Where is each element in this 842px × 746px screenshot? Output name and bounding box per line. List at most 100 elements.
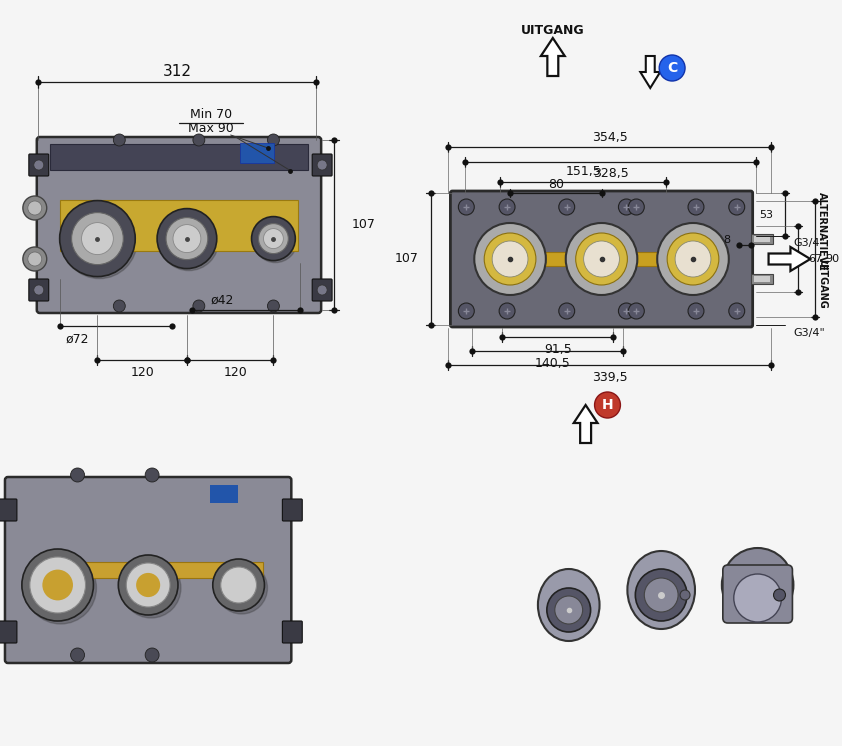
FancyBboxPatch shape — [29, 279, 49, 301]
Circle shape — [555, 596, 583, 624]
Text: 328,5: 328,5 — [593, 166, 628, 180]
Text: Max 90: Max 90 — [188, 122, 234, 134]
Text: 67: 67 — [808, 254, 823, 264]
FancyBboxPatch shape — [5, 477, 291, 663]
Circle shape — [126, 563, 170, 607]
Text: 339,5: 339,5 — [592, 371, 627, 383]
Circle shape — [584, 241, 620, 277]
Text: 90: 90 — [825, 254, 839, 264]
Text: 91,5: 91,5 — [544, 342, 572, 356]
Text: H: H — [602, 398, 613, 412]
Circle shape — [252, 216, 296, 260]
Circle shape — [499, 303, 515, 319]
Circle shape — [23, 247, 46, 271]
Circle shape — [193, 300, 205, 312]
Circle shape — [659, 55, 685, 81]
Circle shape — [644, 578, 678, 612]
Ellipse shape — [722, 548, 793, 622]
Circle shape — [121, 558, 181, 618]
Circle shape — [576, 233, 627, 285]
Circle shape — [60, 201, 136, 277]
Circle shape — [594, 392, 621, 418]
Circle shape — [264, 228, 284, 248]
Circle shape — [268, 134, 280, 146]
Circle shape — [474, 223, 546, 295]
Bar — [33, 562, 264, 578]
FancyBboxPatch shape — [29, 154, 49, 176]
Circle shape — [618, 199, 634, 215]
Polygon shape — [769, 247, 810, 271]
FancyBboxPatch shape — [282, 621, 302, 643]
Circle shape — [729, 199, 744, 215]
Text: 107: 107 — [352, 219, 376, 231]
Bar — [754, 236, 770, 242]
Text: G3/4": G3/4" — [793, 238, 825, 248]
Bar — [60, 199, 298, 251]
Circle shape — [628, 303, 644, 319]
Circle shape — [216, 562, 268, 614]
Polygon shape — [573, 405, 598, 443]
Bar — [751, 274, 773, 284]
Circle shape — [774, 589, 786, 601]
Circle shape — [688, 199, 704, 215]
Circle shape — [173, 225, 201, 253]
Circle shape — [675, 241, 711, 277]
Circle shape — [458, 303, 474, 319]
Circle shape — [258, 224, 288, 254]
Text: 140,5: 140,5 — [535, 357, 571, 369]
FancyBboxPatch shape — [282, 499, 302, 521]
Circle shape — [317, 285, 327, 295]
FancyBboxPatch shape — [0, 621, 17, 643]
FancyBboxPatch shape — [37, 137, 321, 313]
FancyBboxPatch shape — [722, 565, 792, 623]
Bar — [240, 143, 274, 163]
Ellipse shape — [627, 551, 695, 629]
Circle shape — [145, 468, 159, 482]
Bar — [210, 485, 238, 503]
Circle shape — [34, 285, 44, 295]
Text: 151,5: 151,5 — [565, 166, 601, 178]
Text: G3/4": G3/4" — [793, 328, 825, 338]
Circle shape — [618, 303, 634, 319]
Text: C: C — [667, 61, 677, 75]
Circle shape — [733, 574, 781, 622]
Bar — [500, 252, 703, 266]
Bar — [50, 144, 308, 169]
Text: ø72: ø72 — [66, 333, 89, 345]
Text: 53: 53 — [759, 210, 774, 219]
FancyBboxPatch shape — [0, 499, 17, 521]
Circle shape — [566, 223, 637, 295]
Text: UITGANG: UITGANG — [521, 24, 584, 37]
Circle shape — [546, 588, 590, 632]
Circle shape — [114, 134, 125, 146]
Circle shape — [61, 203, 137, 278]
Text: 120: 120 — [131, 366, 154, 380]
Circle shape — [253, 219, 297, 263]
Circle shape — [22, 549, 93, 621]
Circle shape — [159, 210, 219, 271]
FancyBboxPatch shape — [312, 154, 332, 176]
Circle shape — [145, 648, 159, 662]
FancyBboxPatch shape — [312, 279, 332, 301]
Circle shape — [268, 300, 280, 312]
Bar — [754, 276, 770, 282]
Circle shape — [28, 252, 42, 266]
Circle shape — [499, 199, 515, 215]
Circle shape — [166, 218, 208, 260]
Circle shape — [729, 303, 744, 319]
Circle shape — [23, 196, 46, 220]
Text: UITGANG: UITGANG — [818, 259, 827, 309]
Circle shape — [658, 223, 729, 295]
Polygon shape — [640, 56, 660, 88]
Circle shape — [667, 233, 719, 285]
Circle shape — [28, 201, 42, 215]
FancyBboxPatch shape — [450, 191, 753, 327]
Text: ø42: ø42 — [210, 293, 233, 307]
Text: ALTERNATIEVE: ALTERNATIEVE — [818, 192, 827, 271]
Text: 354,5: 354,5 — [592, 131, 627, 143]
Circle shape — [680, 590, 690, 600]
Text: Min 70: Min 70 — [189, 108, 232, 122]
Circle shape — [114, 300, 125, 312]
Circle shape — [493, 241, 528, 277]
Circle shape — [71, 468, 84, 482]
